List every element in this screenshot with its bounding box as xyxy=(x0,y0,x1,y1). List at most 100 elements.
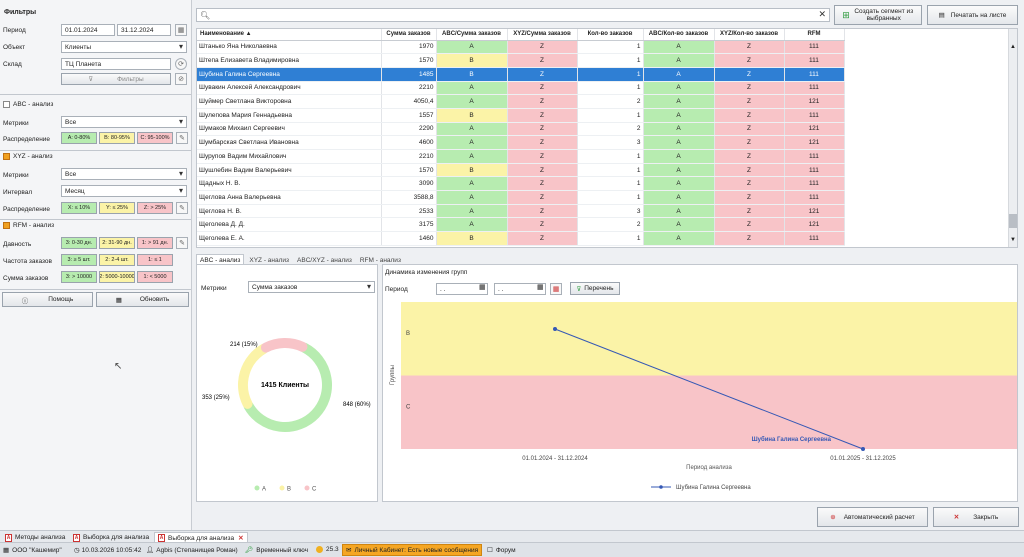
tab-abc-xyz[interactable]: ABC/XYZ - анализ xyxy=(297,257,352,264)
help-button[interactable]: ⓘ Помощь xyxy=(2,292,93,307)
scroll-up-icon[interactable]: ▲ xyxy=(1010,44,1016,50)
xyz-chip-y[interactable]: Y: ≤ 25% xyxy=(99,202,135,214)
abc-chip-c[interactable]: C: 95-100% xyxy=(137,132,173,144)
auto-calc-button[interactable]: ⊕ Автоматический расчет xyxy=(817,507,928,527)
abc-checkbox[interactable] xyxy=(3,101,10,108)
clock-icon: ◷ xyxy=(74,547,80,554)
filters-button[interactable]: ⊽ Фильтры xyxy=(61,73,171,85)
table-row[interactable]: Щеголева Д. Д. 3175 A Z 2 A Z 121 xyxy=(197,217,845,233)
table-row[interactable]: Шумбарская Светлана Ивановна 4600 A Z 3 A Z 121 xyxy=(197,135,845,150)
cabinet-notice[interactable]: ✉ Личный Кабинет: Есть новые сообщения xyxy=(342,544,483,556)
donut-slice-a[interactable] xyxy=(243,342,332,432)
table-row[interactable]: Шулепова Мария Геннадьевна 1557 B Z 1 A Z 111 xyxy=(197,108,845,123)
rfm-toggle[interactable]: RFM - анализ xyxy=(3,222,54,229)
rfm-monetary-chip-3[interactable]: 3: > 10000 xyxy=(61,271,97,283)
rfm-checkbox[interactable] xyxy=(3,222,10,229)
clear-search-icon[interactable]: ✕ xyxy=(818,9,826,19)
rfm-monetary-chip-2[interactable]: 2: 5000-10000 xyxy=(99,271,135,283)
legend-dot-b xyxy=(279,485,285,491)
abc-toggle[interactable]: ABC - анализ xyxy=(3,101,53,108)
table-row[interactable]: Штанько Яна Николаевна 1970 A Z 1 A Z 111 xyxy=(197,40,845,55)
table-row[interactable]: Шубина Галина Сергеевна 1485 B Z 1 A Z 111 xyxy=(197,67,845,82)
refresh-button[interactable]: ▦ Обновить xyxy=(96,292,189,307)
table-row[interactable]: Шумаков Михаил Сергеевич 2290 A Z 2 A Z 121 xyxy=(197,122,845,137)
rfm-recency-chip-1[interactable]: 1: > 91 дн. xyxy=(137,237,173,249)
search-bar[interactable]: 🔍︎ ✕ xyxy=(196,8,830,22)
table-row[interactable]: Шувакин Алексей Александрович 2210 A Z 1 A Z 11… xyxy=(197,81,845,96)
abc-metrics-select[interactable]: Все xyxy=(61,116,187,128)
xyz-checkbox[interactable] xyxy=(3,153,10,160)
col-xyz-sum-header[interactable]: XYZ/Сумма заказов xyxy=(507,29,578,41)
rfm-recency-chip-3[interactable]: 3: 0-30 дн. xyxy=(61,237,97,249)
object-select[interactable]: Клиенты xyxy=(61,41,187,53)
dynamics-date-from[interactable]: . . xyxy=(436,283,488,295)
close-icon: ✕ xyxy=(953,514,960,521)
search-input[interactable] xyxy=(211,13,812,20)
calendar-icon[interactable]: ▦ xyxy=(175,24,187,36)
calendar-icon[interactable]: ▦ xyxy=(479,284,486,291)
abc-chip-b[interactable]: B: 80-95% xyxy=(99,132,135,144)
tab-rfm[interactable]: RFM - анализ xyxy=(359,257,401,264)
tab-xyz[interactable]: XYZ - анализ xyxy=(249,257,290,264)
xyz-chip-x[interactable]: X: ≤ 10% xyxy=(61,202,97,214)
dynamics-date-to[interactable]: . . xyxy=(494,283,546,295)
doc-tab-methods[interactable]: A Методы анализа xyxy=(2,532,68,543)
dynamics-chart: B C Группы 01.01.2024 - 31.12.2024 01.01.202… xyxy=(390,302,1017,491)
date-from-field[interactable]: 01.01.2024 xyxy=(61,24,115,36)
col-count-header[interactable]: Кол-во заказов xyxy=(577,29,644,41)
xyz-interval-select[interactable]: Месяц xyxy=(61,185,187,197)
print-button[interactable]: ▤ Печатать на листе xyxy=(927,5,1018,25)
create-segment-button[interactable]: ⊞ Создать сегмент из выбранных xyxy=(834,5,922,25)
table-row[interactable]: Шурупов Вадим Михайлович 2210 A Z 1 A Z 111 xyxy=(197,149,845,164)
list-button[interactable]: ⊽ Перечень xyxy=(570,282,620,295)
doc-tab-sample-1[interactable]: A Выборка для анализа xyxy=(70,532,152,543)
col-abc-count-header[interactable]: ABC/Кол-во заказов xyxy=(643,29,715,41)
col-xyz-count-cell: Z xyxy=(714,53,785,68)
abc-edit-icon[interactable]: ✎ xyxy=(176,132,188,144)
refresh-warehouse-icon[interactable]: ⟳ xyxy=(175,58,187,70)
divider xyxy=(0,289,191,290)
donut-slice-b[interactable] xyxy=(238,343,270,409)
warehouse-field[interactable]: ТЦ Планета xyxy=(61,58,171,70)
rfm-frequency-chip-1[interactable]: 1: ≤ 1 xyxy=(137,254,173,266)
abc-chip-a[interactable]: A: 0-80% xyxy=(61,132,97,144)
calendar-red-icon[interactable]: ▦ xyxy=(550,283,562,295)
table-row[interactable]: Щадных Н. В. 3090 A Z 1 A Z 111 xyxy=(197,176,845,192)
xyz-metrics-select[interactable]: Все xyxy=(61,168,187,180)
donut-slice-c[interactable] xyxy=(260,338,308,353)
close-button[interactable]: ✕ Закрыть xyxy=(933,507,1019,527)
xyz-toggle[interactable]: XYZ - анализ xyxy=(3,153,53,160)
xyz-edit-icon[interactable]: ✎ xyxy=(176,202,188,214)
rfm-monetary-chip-1[interactable]: 1: < 5000 xyxy=(137,271,173,283)
col-xyz-sum-cell: Z xyxy=(507,81,578,96)
col-abc-sum-header[interactable]: ABC/Сумма заказов xyxy=(436,29,508,41)
col-rfm-header[interactable]: RFM xyxy=(784,29,845,41)
col-rfm-cell: 111 xyxy=(784,176,845,192)
status-forum[interactable]: ☐ Форум xyxy=(487,546,516,555)
table-scrollbar[interactable]: ▲ ▼ xyxy=(1008,29,1017,247)
scroll-down-icon[interactable]: ▼ xyxy=(1010,237,1016,243)
scroll-thumb[interactable] xyxy=(1009,214,1017,228)
tab-abc[interactable]: ABC - анализ xyxy=(196,254,245,266)
table-row[interactable]: Щеголева Е. А. 1460 B Z 1 A Z 111 xyxy=(197,231,845,246)
legend-marker xyxy=(659,485,663,489)
rfm-recency-chip-2[interactable]: 2: 31-90 дн. xyxy=(99,237,135,249)
clear-filter-icon[interactable]: ⊘ xyxy=(175,73,187,85)
table-row[interactable]: Щеглова Н. В. 2533 A Z 3 A Z 121 xyxy=(197,204,845,219)
rfm-frequency-chip-3[interactable]: 3: ≥ 5 шт. xyxy=(61,254,97,266)
donut-metrics-select[interactable]: Сумма заказов xyxy=(248,281,375,293)
col-xyz-count-header[interactable]: XYZ/Кол-во заказов xyxy=(714,29,785,41)
table-row[interactable]: Щеглова Анна Валерьевна 3588,8 A Z 1 A Z 111 xyxy=(197,190,845,205)
table-row[interactable]: Штепа Елизавета Владимировна 1570 B Z 1 A Z 111 xyxy=(197,53,845,68)
table-row[interactable]: Шушлебин Вадим Валерьевич 1570 B Z 1 A Z 111 xyxy=(197,163,845,178)
rfm-edit-icon[interactable]: ✎ xyxy=(176,237,188,249)
table-row[interactable]: Шуймер Светлана Викторовна 4050,4 A Z 2 A Z 121 xyxy=(197,94,845,109)
rfm-frequency-chip-2[interactable]: 2: 2-4 шт. xyxy=(99,254,135,266)
date-to-field[interactable]: 31.12.2024 xyxy=(117,24,171,36)
col-sum-header[interactable]: Сумма заказов xyxy=(381,29,437,41)
col-name-header[interactable]: Наименование ▲ xyxy=(197,29,382,41)
xyz-chip-z[interactable]: Z: > 25% xyxy=(137,202,173,214)
close-tab-icon[interactable]: ✕ xyxy=(238,535,244,542)
calendar-icon[interactable]: ▦ xyxy=(537,284,544,291)
doc-tab-sample-2[interactable]: A Выборка для анализа ✕ xyxy=(154,532,248,543)
